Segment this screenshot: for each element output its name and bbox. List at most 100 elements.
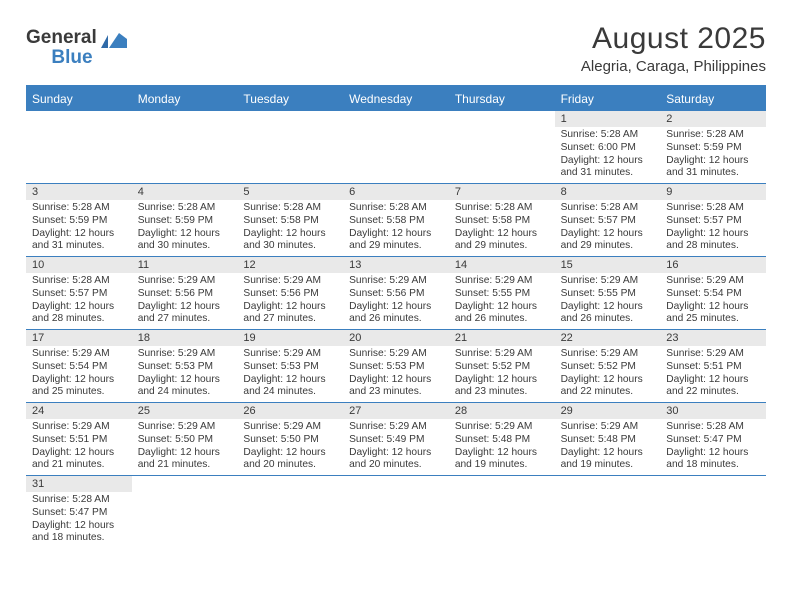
day2-line: and 31 minutes. <box>666 167 762 180</box>
calendar-cell: 11Sunrise: 5:29 AMSunset: 5:56 PMDayligh… <box>132 257 238 329</box>
calendar-cell: 9Sunrise: 5:28 AMSunset: 5:57 PMDaylight… <box>660 184 766 256</box>
day1-line: Daylight: 12 hours <box>243 228 339 241</box>
day-number <box>555 476 661 492</box>
calendar-cell: 27Sunrise: 5:29 AMSunset: 5:49 PMDayligh… <box>343 403 449 475</box>
day-body: Sunrise: 5:28 AMSunset: 5:57 PMDaylight:… <box>660 200 766 256</box>
calendar-cell: 7Sunrise: 5:28 AMSunset: 5:58 PMDaylight… <box>449 184 555 256</box>
day1-line: Daylight: 12 hours <box>138 374 234 387</box>
day2-line: and 19 minutes. <box>455 459 551 472</box>
sunset-line: Sunset: 5:56 PM <box>243 288 339 301</box>
calendar-cell: 29Sunrise: 5:29 AMSunset: 5:48 PMDayligh… <box>555 403 661 475</box>
sunrise-line: Sunrise: 5:29 AM <box>138 348 234 361</box>
day1-line: Daylight: 12 hours <box>138 301 234 314</box>
day-number: 16 <box>660 257 766 273</box>
day2-line: and 29 minutes. <box>349 240 445 253</box>
day1-line: Daylight: 12 hours <box>32 228 128 241</box>
day-body: Sunrise: 5:29 AMSunset: 5:55 PMDaylight:… <box>449 273 555 329</box>
day-number <box>132 111 238 127</box>
calendar-cell: 12Sunrise: 5:29 AMSunset: 5:56 PMDayligh… <box>237 257 343 329</box>
day1-line: Daylight: 12 hours <box>561 301 657 314</box>
calendar-cell: 15Sunrise: 5:29 AMSunset: 5:55 PMDayligh… <box>555 257 661 329</box>
sunrise-line: Sunrise: 5:29 AM <box>349 421 445 434</box>
calendar-cell <box>343 476 449 548</box>
day-number: 15 <box>555 257 661 273</box>
day-number: 26 <box>237 403 343 419</box>
day-number: 24 <box>26 403 132 419</box>
calendar-week-row: 17Sunrise: 5:29 AMSunset: 5:54 PMDayligh… <box>26 330 766 403</box>
day2-line: and 25 minutes. <box>32 386 128 399</box>
day-body: Sunrise: 5:29 AMSunset: 5:50 PMDaylight:… <box>237 419 343 475</box>
sunset-line: Sunset: 5:54 PM <box>666 288 762 301</box>
day-body: Sunrise: 5:28 AMSunset: 5:47 PMDaylight:… <box>26 492 132 548</box>
day-body: Sunrise: 5:29 AMSunset: 5:51 PMDaylight:… <box>26 419 132 475</box>
day-body: Sunrise: 5:29 AMSunset: 5:48 PMDaylight:… <box>555 419 661 475</box>
day-body: Sunrise: 5:28 AMSunset: 5:47 PMDaylight:… <box>660 419 766 475</box>
day-number: 8 <box>555 184 661 200</box>
sunset-line: Sunset: 5:53 PM <box>243 361 339 374</box>
day2-line: and 29 minutes. <box>561 240 657 253</box>
sunrise-line: Sunrise: 5:29 AM <box>455 275 551 288</box>
day2-line: and 27 minutes. <box>138 313 234 326</box>
day-body: Sunrise: 5:29 AMSunset: 5:52 PMDaylight:… <box>555 346 661 402</box>
calendar-cell: 1Sunrise: 5:28 AMSunset: 6:00 PMDaylight… <box>555 111 661 183</box>
sunset-line: Sunset: 5:58 PM <box>349 215 445 228</box>
sunset-line: Sunset: 5:47 PM <box>666 434 762 447</box>
calendar-cell: 13Sunrise: 5:29 AMSunset: 5:56 PMDayligh… <box>343 257 449 329</box>
day2-line: and 24 minutes. <box>138 386 234 399</box>
day-number: 17 <box>26 330 132 346</box>
day2-line: and 26 minutes. <box>349 313 445 326</box>
sunrise-line: Sunrise: 5:28 AM <box>666 129 762 142</box>
day-body: Sunrise: 5:29 AMSunset: 5:56 PMDaylight:… <box>237 273 343 329</box>
day2-line: and 18 minutes. <box>32 532 128 545</box>
day-number <box>26 111 132 127</box>
day-body: Sunrise: 5:28 AMSunset: 5:58 PMDaylight:… <box>343 200 449 256</box>
sunset-line: Sunset: 5:57 PM <box>561 215 657 228</box>
sunrise-line: Sunrise: 5:29 AM <box>138 275 234 288</box>
day2-line: and 26 minutes. <box>455 313 551 326</box>
day1-line: Daylight: 12 hours <box>455 374 551 387</box>
weeks-container: 1Sunrise: 5:28 AMSunset: 6:00 PMDaylight… <box>26 111 766 548</box>
calendar-page: General GeBlue August 2025 Alegria, Cara… <box>0 0 792 558</box>
sunrise-line: Sunrise: 5:28 AM <box>561 202 657 215</box>
sunrise-line: Sunrise: 5:29 AM <box>455 421 551 434</box>
day1-line: Daylight: 12 hours <box>455 228 551 241</box>
day-number: 5 <box>237 184 343 200</box>
day1-line: Daylight: 12 hours <box>561 155 657 168</box>
day2-line: and 28 minutes. <box>32 313 128 326</box>
day1-line: Daylight: 12 hours <box>32 520 128 533</box>
sunrise-line: Sunrise: 5:29 AM <box>561 275 657 288</box>
day-body: Sunrise: 5:29 AMSunset: 5:51 PMDaylight:… <box>660 346 766 402</box>
logo-general: General <box>26 27 97 48</box>
calendar-cell: 28Sunrise: 5:29 AMSunset: 5:48 PMDayligh… <box>449 403 555 475</box>
calendar-cell <box>132 111 238 183</box>
day-body: Sunrise: 5:28 AMSunset: 5:59 PMDaylight:… <box>660 127 766 183</box>
day1-line: Daylight: 12 hours <box>666 228 762 241</box>
day-number: 6 <box>343 184 449 200</box>
day1-line: Daylight: 12 hours <box>666 301 762 314</box>
day2-line: and 22 minutes. <box>666 386 762 399</box>
day-number: 14 <box>449 257 555 273</box>
day-number: 19 <box>237 330 343 346</box>
day-body: Sunrise: 5:29 AMSunset: 5:52 PMDaylight:… <box>449 346 555 402</box>
calendar-cell: 26Sunrise: 5:29 AMSunset: 5:50 PMDayligh… <box>237 403 343 475</box>
page-header: General GeBlue August 2025 Alegria, Cara… <box>26 22 766 75</box>
day-body: Sunrise: 5:28 AMSunset: 5:57 PMDaylight:… <box>26 273 132 329</box>
sunrise-line: Sunrise: 5:28 AM <box>455 202 551 215</box>
sunset-line: Sunset: 5:58 PM <box>455 215 551 228</box>
day2-line: and 23 minutes. <box>349 386 445 399</box>
sunset-line: Sunset: 5:47 PM <box>32 507 128 520</box>
sunrise-line: Sunrise: 5:28 AM <box>32 494 128 507</box>
day2-line: and 21 minutes. <box>32 459 128 472</box>
sunrise-line: Sunrise: 5:29 AM <box>243 275 339 288</box>
sunset-line: Sunset: 5:48 PM <box>455 434 551 447</box>
sunset-line: Sunset: 5:53 PM <box>138 361 234 374</box>
weekday-header: Tuesday <box>237 88 343 111</box>
weekday-header: Sunday <box>26 88 132 111</box>
sunrise-line: Sunrise: 5:29 AM <box>243 348 339 361</box>
sunrise-line: Sunrise: 5:28 AM <box>138 202 234 215</box>
day2-line: and 19 minutes. <box>561 459 657 472</box>
day-number: 3 <box>26 184 132 200</box>
day-body: Sunrise: 5:29 AMSunset: 5:56 PMDaylight:… <box>343 273 449 329</box>
sunset-line: Sunset: 5:56 PM <box>349 288 445 301</box>
weekday-header: Wednesday <box>343 88 449 111</box>
